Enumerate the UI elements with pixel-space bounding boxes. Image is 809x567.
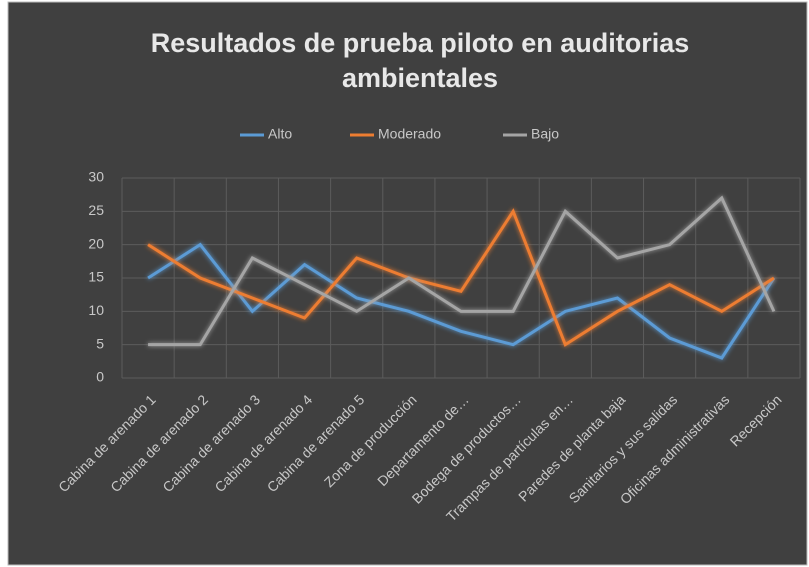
y-tick-label: 25 (88, 202, 104, 218)
y-tick-label: 10 (88, 302, 104, 318)
series-line (147, 208, 775, 347)
y-tick-label: 20 (88, 235, 104, 251)
chart-background (7, 1, 808, 566)
chart-title: Resultados de prueba piloto en auditoria… (150, 28, 690, 93)
legend-label: Moderado (378, 126, 441, 142)
y-tick-label: 0 (96, 369, 104, 385)
y-tick-label: 30 (88, 169, 104, 185)
series-line (147, 242, 776, 360)
y-tick-label: 15 (88, 269, 104, 285)
y-tick-label: 5 (96, 335, 104, 351)
legend-label: Bajo (531, 126, 559, 142)
legend-label: Alto (268, 126, 292, 142)
series-line (148, 195, 776, 347)
